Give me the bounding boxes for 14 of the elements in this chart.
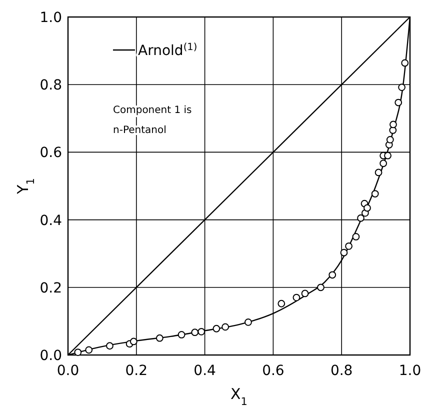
- x-tick-label: 0.2: [125, 363, 148, 379]
- y-tick-label: 0.6: [40, 145, 62, 162]
- y-tick-label: 0.2: [40, 280, 62, 296]
- y-tick-label: 1.0: [40, 10, 62, 26]
- x-tick-label: 0.6: [262, 363, 284, 379]
- legend-label: Arnold$^{(1)}$: [138, 42, 198, 59]
- x-tick-label: 0.8: [330, 363, 353, 379]
- x-axis-title: X$_{1}$: [230, 385, 248, 408]
- y-tick-label: 0.4: [40, 212, 62, 229]
- x-tick-label: 1.0: [398, 363, 422, 379]
- x-tick-label: 0.4: [194, 363, 216, 379]
- x-tick-label: 0.0: [56, 363, 80, 379]
- y-tick-label: 0.8: [40, 78, 62, 94]
- y-tick-label: 0.0: [40, 348, 62, 364]
